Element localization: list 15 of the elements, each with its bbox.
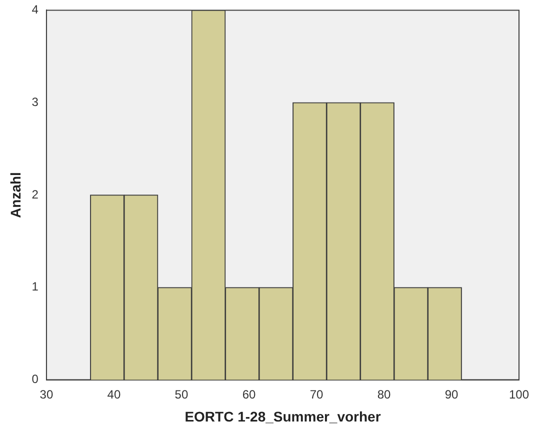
x-tick-label: 30	[40, 387, 54, 402]
x-tick-label: 100	[508, 387, 530, 402]
x-tick-label: 90	[444, 387, 458, 402]
x-tick-label: 50	[174, 387, 188, 402]
x-tick-label: 40	[107, 387, 121, 402]
y-axis-title: Anzahl	[7, 172, 24, 218]
y-tick-label: 2	[32, 187, 39, 202]
y-tick-label: 4	[32, 2, 39, 17]
y-tick-label: 3	[32, 94, 39, 109]
x-tick-label: 70	[310, 387, 324, 402]
x-tick-label: 60	[242, 387, 256, 402]
y-tick-label: 0	[32, 372, 39, 386]
y-tick-label: 1	[32, 280, 39, 294]
x-axis-title: EORTC 1-28_Summer_vorher	[184, 408, 382, 424]
x-tick-label: 80	[377, 387, 391, 402]
